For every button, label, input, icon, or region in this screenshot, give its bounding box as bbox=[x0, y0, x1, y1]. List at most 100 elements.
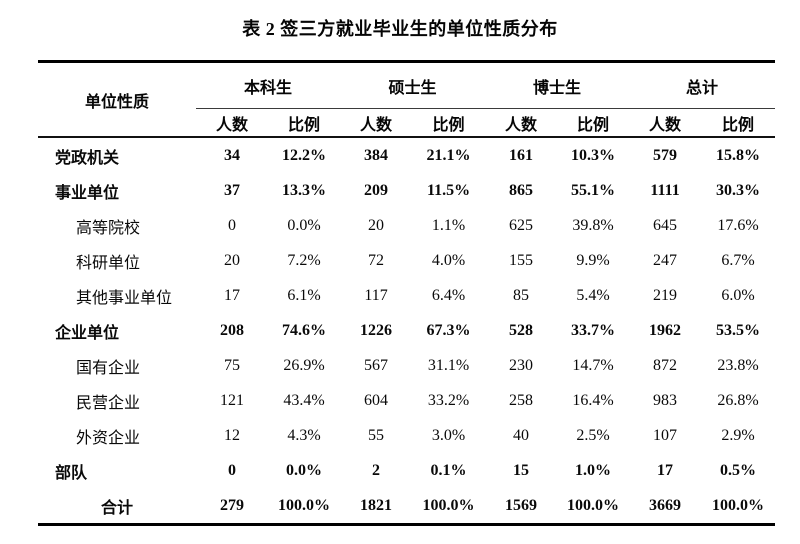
cell: 15.8% bbox=[716, 146, 761, 164]
cell: 5.4% bbox=[576, 286, 610, 304]
row-label: 外资企业 bbox=[76, 429, 141, 447]
cell: 3669 bbox=[649, 496, 682, 514]
cell: 100.0% bbox=[278, 496, 330, 514]
cell: 12 bbox=[224, 426, 240, 444]
cell: 2.5% bbox=[576, 426, 610, 444]
table-row-research-unit: 科研单位 20 7.2% 72 4.0% 155 9.9% 247 6.7% bbox=[38, 243, 775, 278]
group-header-master: 硕士生 bbox=[340, 61, 486, 109]
cell: 872 bbox=[653, 356, 678, 374]
cell: 33.7% bbox=[571, 321, 616, 339]
cell: 1962 bbox=[649, 321, 682, 339]
cell: 23.8% bbox=[717, 356, 759, 374]
cell: 67.3% bbox=[426, 321, 471, 339]
table-row-party-gov: 党政机关 34 12.2% 384 21.1% 161 10.3% 579 15… bbox=[38, 137, 775, 173]
cell: 117 bbox=[364, 286, 388, 304]
cell: 72 bbox=[368, 251, 385, 269]
group-header-total: 总计 bbox=[629, 61, 776, 109]
row-label: 事业单位 bbox=[55, 184, 120, 202]
cell: 20 bbox=[368, 216, 385, 234]
table-row-other-public-institution: 其他事业单位 17 6.1% 117 6.4% 85 5.4% 219 6.0% bbox=[38, 278, 775, 313]
cell: 7.2% bbox=[287, 251, 321, 269]
sub-header-ratio: 比例 bbox=[268, 108, 341, 138]
cell: 100.0% bbox=[422, 496, 475, 514]
row-label: 其他事业单位 bbox=[76, 289, 173, 307]
cell: 384 bbox=[364, 146, 389, 164]
cell: 1111 bbox=[650, 181, 680, 199]
cell: 16.4% bbox=[572, 391, 614, 409]
table-row-higher-education: 高等院校 0 0.0% 20 1.1% 625 39.8% 645 17.6% bbox=[38, 208, 775, 243]
cell: 6.4% bbox=[431, 286, 466, 304]
sub-header-ratio: 比例 bbox=[557, 108, 630, 138]
cell: 528 bbox=[509, 321, 534, 339]
cell: 1569 bbox=[505, 496, 538, 514]
cell: 14.7% bbox=[572, 356, 614, 374]
cell: 4.3% bbox=[287, 426, 321, 444]
cell: 26.9% bbox=[283, 356, 325, 374]
cell: 1226 bbox=[360, 321, 393, 339]
group-header-undergraduate: 本科生 bbox=[196, 61, 341, 109]
row-label: 科研单位 bbox=[76, 254, 141, 272]
cell: 604 bbox=[364, 391, 389, 409]
cell: 6.7% bbox=[721, 251, 755, 269]
table-row-state-owned-enterprise: 国有企业 75 26.9% 567 31.1% 230 14.7% 872 23… bbox=[38, 348, 775, 383]
table-title: 表 2 签三方就业毕业生的单位性质分布 bbox=[242, 19, 558, 39]
row-label: 企业单位 bbox=[55, 324, 120, 342]
table-row-public-institution: 事业单位 37 13.3% 209 11.5% 865 55.1% 1111 3… bbox=[38, 173, 775, 208]
cell: 645 bbox=[653, 216, 678, 234]
cell: 10.3% bbox=[571, 146, 616, 164]
cell: 100.0% bbox=[567, 496, 620, 514]
cell: 30.3% bbox=[716, 181, 761, 199]
cell: 1.0% bbox=[575, 461, 612, 479]
cell: 0.0% bbox=[287, 216, 321, 234]
cell: 85 bbox=[513, 286, 530, 304]
cell: 15 bbox=[513, 461, 530, 479]
cell: 31.1% bbox=[427, 356, 470, 374]
row-label: 国有企业 bbox=[76, 359, 141, 377]
sub-header-count: 人数 bbox=[340, 108, 413, 138]
cell: 2 bbox=[372, 461, 381, 479]
cell: 26.8% bbox=[717, 391, 759, 409]
sub-header-count: 人数 bbox=[629, 108, 702, 138]
corner-header-unit-nature: 单位性质 bbox=[38, 61, 196, 138]
table-row-military: 部队 0 0.0% 2 0.1% 15 1.0% 17 0.5% bbox=[38, 453, 775, 488]
cell: 1.1% bbox=[431, 216, 466, 234]
cell: 258 bbox=[509, 391, 534, 409]
cell: 0.5% bbox=[720, 461, 757, 479]
cell: 567 bbox=[364, 356, 389, 374]
cell: 43.4% bbox=[283, 391, 325, 409]
cell: 625 bbox=[509, 216, 534, 234]
cell: 3.0% bbox=[431, 426, 466, 444]
cell: 983 bbox=[653, 391, 678, 409]
cell: 0.1% bbox=[430, 461, 467, 479]
sub-header-count: 人数 bbox=[196, 108, 268, 138]
table-row-enterprise: 企业单位 208 74.6% 1226 67.3% 528 33.7% 1962… bbox=[38, 313, 775, 348]
cell: 100.0% bbox=[712, 496, 765, 514]
cell: 230 bbox=[509, 356, 534, 374]
cell: 75 bbox=[224, 356, 240, 374]
row-label: 党政机关 bbox=[55, 149, 120, 167]
cell: 40 bbox=[513, 426, 530, 444]
cell: 4.0% bbox=[431, 251, 466, 269]
cell: 12.2% bbox=[282, 146, 326, 164]
cell: 34 bbox=[224, 146, 240, 164]
row-label: 民营企业 bbox=[76, 394, 141, 412]
cell: 208 bbox=[220, 321, 244, 339]
cell: 279 bbox=[220, 496, 244, 514]
cell: 11.5% bbox=[426, 181, 471, 199]
table-header: 单位性质 本科生 硕士生 博士生 总计 人数 比例 人数 比例 人数 比例 人数… bbox=[38, 61, 776, 138]
cell: 6.0% bbox=[721, 286, 755, 304]
cell: 247 bbox=[653, 251, 678, 269]
sub-header-row: 人数 比例 人数 比例 人数 比例 人数 比例 bbox=[38, 108, 776, 138]
cell: 55 bbox=[368, 426, 385, 444]
sub-header-ratio: 比例 bbox=[701, 108, 776, 138]
unit-nature-distribution-table: 单位性质 本科生 硕士生 博士生 总计 人数 比例 人数 比例 人数 比例 人数… bbox=[38, 60, 776, 526]
cell: 21.1% bbox=[426, 146, 471, 164]
cell: 865 bbox=[509, 181, 534, 199]
table-body: 党政机关 34 12.2% 384 21.1% 161 10.3% 579 15… bbox=[38, 137, 775, 525]
cell: 0 bbox=[228, 461, 236, 479]
cell: 37 bbox=[224, 181, 240, 199]
cell: 121 bbox=[220, 391, 244, 409]
cell: 17.6% bbox=[717, 216, 759, 234]
group-header-doctor: 博士生 bbox=[485, 61, 630, 109]
sub-header-count: 人数 bbox=[485, 108, 558, 138]
